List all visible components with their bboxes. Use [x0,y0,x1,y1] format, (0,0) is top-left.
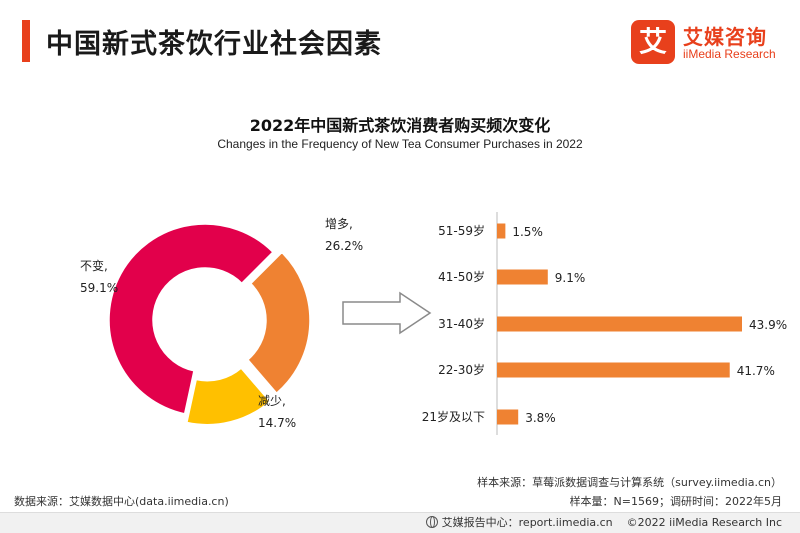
bar-category-label: 51-59岁 [438,223,485,238]
footer-credit: 艾媒报告中心：report.iimedia.cn ©2022 iiMedia R… [425,514,782,530]
bar-category-label: 21岁及以下 [422,409,485,424]
sample-info: 样本量：N=1569；调研时间：2022年5月 [569,495,782,508]
sample-source: 样本来源：草莓派数据调查与计算系统（survey.iimedia.cn） [477,476,782,489]
bar [497,269,548,285]
pie-slice [108,223,274,415]
bar-category-label: 31-40岁 [438,316,485,331]
bar-value-label: 1.5% [512,225,543,239]
copyright: ©2022 iiMedia Research Inc [626,516,782,529]
page-title: 中国新式茶饮行业社会因素 [46,29,382,60]
report-center-link[interactable]: 艾媒报告中心：report.iimedia.cn [441,516,613,529]
bar-value-label: 9.1% [555,271,586,285]
pie-slice-name: 减少, [258,394,286,408]
bar [497,223,506,239]
data-source: 数据来源：艾媒数据中心(data.iimedia.cn) [14,495,229,508]
brand-logo: 艾 艾媒咨询 iiMedia Research [631,20,791,66]
chart-subtitle: Changes in the Frequency of New Tea Cons… [217,137,583,151]
bar-value-label: 43.9% [749,318,787,332]
bar-value-label: 41.7% [737,364,775,378]
pie-slice-label: 59.1% [80,281,118,295]
title-accent-bar [22,20,30,62]
bar-value-label: 3.8% [525,411,556,425]
bar [497,362,730,378]
logo-name-en: iiMedia Research [683,47,776,61]
pie-slice-name: 增多, [325,217,353,231]
chart-title: 2022年中国新式茶饮消费者购买频次变化 [249,116,551,135]
pie-slice-label: 14.7% [258,416,296,430]
logo-mark: 艾 [631,20,675,64]
bar [497,409,519,425]
pie-slice-name: 不变, [80,258,108,273]
pie-slice-label: 26.2% [325,239,363,253]
footer-band [0,512,800,533]
bar-category-label: 41-50岁 [438,269,485,284]
globe-icon [425,516,438,528]
bar [497,316,742,332]
arrow-icon [342,291,432,335]
bar-category-label: 22-30岁 [438,362,485,377]
logo-name-cn: 艾媒咨询 [683,25,767,49]
pie-slice [185,367,271,426]
pie-slice [246,251,311,395]
